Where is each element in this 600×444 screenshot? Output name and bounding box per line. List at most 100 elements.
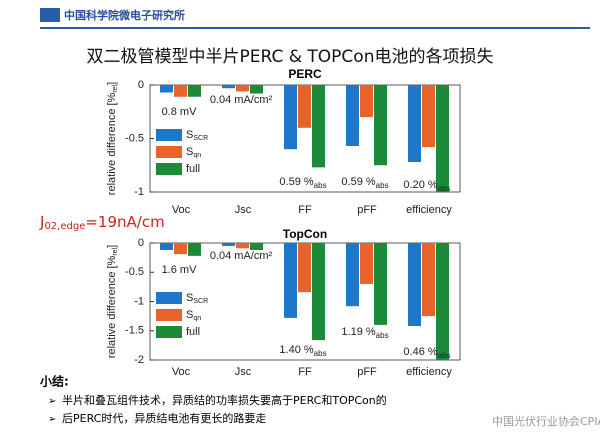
bar <box>236 243 249 249</box>
bar <box>188 85 201 97</box>
bar <box>250 243 263 251</box>
legend-sub: SCR <box>193 298 208 305</box>
y-label-end: ] <box>106 82 118 85</box>
legend-label: full <box>186 326 200 338</box>
bar <box>360 243 373 284</box>
annotation-text: 0.46 % <box>403 346 437 358</box>
bullet-icon: ➢ <box>48 396 56 407</box>
note-main: J <box>39 213 44 231</box>
chart-title: TopCon <box>283 227 327 241</box>
annotation: 1.19 %abs <box>341 326 388 340</box>
summary-bullet: 半片和叠瓦组件技术，异质结的功率损失要高于PERC和TOPCon的 <box>62 393 387 407</box>
note: J02,edge=19nA/cm <box>39 213 165 233</box>
x-tick-label: pFF <box>357 366 377 378</box>
annotation-sub: abs <box>376 181 389 190</box>
bar <box>408 243 421 327</box>
note-rest: =19nA/cm <box>85 213 164 231</box>
bar <box>222 85 235 89</box>
legend-name: S <box>186 129 193 141</box>
x-tick-label: Voc <box>172 366 191 378</box>
legend-swatch <box>156 129 182 141</box>
bullet-icon: ➢ <box>48 414 56 425</box>
legend-name: S <box>186 146 193 158</box>
bar <box>422 85 435 148</box>
y-tick-label: 0 <box>138 237 144 249</box>
annotation: 0.59 %abs <box>279 176 326 190</box>
note-sub: 02,edge <box>44 221 85 232</box>
bar <box>374 243 387 325</box>
y-axis-label: relative difference [%rel] <box>106 82 119 195</box>
legend-swatch <box>156 309 182 321</box>
bar <box>174 243 187 255</box>
bar <box>284 85 297 150</box>
legend-label: SSCR <box>186 129 208 142</box>
watermark: 中国光伏行业协会CPIA <box>492 414 600 428</box>
bar <box>250 85 263 94</box>
legend-label: full <box>186 163 200 175</box>
legend-name: full <box>186 163 200 175</box>
summary-heading: 小结: <box>40 374 69 389</box>
y-axis-label: relative difference [%rel] <box>106 245 119 358</box>
x-tick-label: FF <box>298 366 312 378</box>
annotation-text: 0.59 % <box>279 176 313 188</box>
annotation-sub: abs <box>376 331 389 340</box>
bar <box>312 85 325 168</box>
bar <box>374 85 387 166</box>
bar <box>236 85 249 92</box>
y-tick-label: -2 <box>134 354 144 366</box>
legend-label: Sqn <box>186 146 201 159</box>
legend-sub: qn <box>193 152 201 159</box>
annotation-sub: abs <box>438 184 451 193</box>
bar <box>436 85 449 192</box>
summary-bullet: 后PERC时代，异质结电池有更长的路要走 <box>62 411 266 425</box>
legend-sub: qn <box>193 315 201 322</box>
annotation: 0.04 mA/cm² <box>210 250 273 262</box>
legend-label: SSCR <box>186 292 208 305</box>
bar <box>422 243 435 317</box>
annotation-text: 1.19 % <box>341 326 375 338</box>
legend-name: full <box>186 326 200 338</box>
legend-name: S <box>186 292 193 304</box>
x-tick-label: efficiency <box>406 204 452 216</box>
y-label-main: relative difference [% <box>106 255 118 358</box>
y-label-main: relative difference [% <box>106 92 118 195</box>
y-tick-label: -0.5 <box>125 266 144 278</box>
bar <box>298 243 311 293</box>
annotation: 0.04 mA/cm² <box>210 94 273 106</box>
logo <box>40 8 60 22</box>
y-label-sub: rel <box>112 84 119 92</box>
bar <box>408 85 421 163</box>
annotation: 1.40 %abs <box>279 344 326 358</box>
annotation-text: 0.59 % <box>341 176 375 188</box>
x-tick-label: Voc <box>172 204 191 216</box>
y-tick-label: -1 <box>134 186 144 198</box>
annotation: 0.46 %abs <box>403 346 450 360</box>
y-label-end: ] <box>106 245 118 248</box>
legend-sub: SCR <box>193 135 208 142</box>
annotation: 0.20 %abs <box>403 179 450 193</box>
annotation-text: 0.04 mA/cm² <box>210 94 273 106</box>
annotation: 0.59 %abs <box>341 176 388 190</box>
y-tick-label: 0 <box>138 79 144 91</box>
bar <box>284 243 297 318</box>
bar <box>160 85 173 93</box>
institute: 中国科学院微电子研究所 <box>64 8 185 22</box>
legend-label: Sqn <box>186 309 201 322</box>
annotation-text: 1.6 mV <box>162 264 198 276</box>
y-label-sub: rel <box>112 247 119 255</box>
y-tick-label: -0.5 <box>125 132 144 144</box>
bar <box>346 243 359 307</box>
legend-swatch <box>156 163 182 175</box>
x-tick-label: efficiency <box>406 366 452 378</box>
annotation-text: 1.40 % <box>279 344 313 356</box>
annotation-sub: abs <box>438 351 451 360</box>
bar <box>174 85 187 97</box>
x-tick-label: Jsc <box>235 366 252 378</box>
bar <box>436 243 449 360</box>
x-tick-label: FF <box>298 204 312 216</box>
annotation-text: 0.04 mA/cm² <box>210 250 273 262</box>
annotation-sub: abs <box>314 349 327 358</box>
annotation: 0.8 mV <box>162 106 198 118</box>
bar <box>298 85 311 128</box>
legend-name: S <box>186 309 193 321</box>
